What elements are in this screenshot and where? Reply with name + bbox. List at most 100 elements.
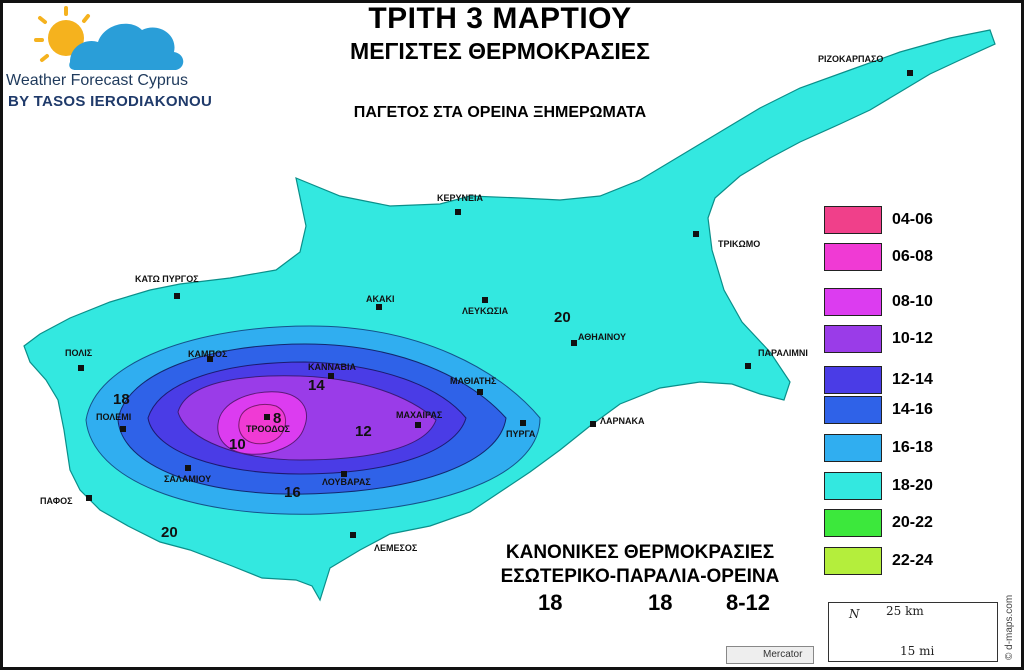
contour-label: 20 [554, 309, 571, 326]
normal-value-inland: 18 [538, 590, 563, 615]
city-marker-paralimni [745, 363, 751, 369]
city-label: ΚΑΤΩ ΠΥΡΓΟΣ [135, 274, 199, 284]
legend-label: 08-10 [892, 293, 933, 310]
city-label: ΛΟΥΒΑΡΑΣ [322, 477, 371, 487]
contour-label: 16 [284, 484, 301, 501]
legend-item: 12-14 [824, 366, 1004, 396]
legend-item: 14-16 [824, 396, 1004, 426]
city-marker-larnaca [590, 421, 596, 427]
logo-name: Weather Forecast Cyprus [6, 72, 188, 89]
contour-label: 10 [229, 436, 246, 453]
scale-mi-label: 15 mi [900, 644, 935, 658]
city-marker-nicosia [482, 297, 488, 303]
legend-swatch [824, 472, 882, 500]
legend-swatch [824, 288, 882, 316]
legend-label: 14-16 [892, 401, 933, 418]
city-marker-polis [78, 365, 84, 371]
city-marker-kampos [207, 356, 213, 362]
city-marker-machairas [415, 422, 421, 428]
city-label: ΛΕΥΚΩΣΙΑ [462, 306, 509, 316]
city-marker-mathiatis [477, 389, 483, 395]
legend-item: 04-06 [824, 206, 1004, 236]
contour-label: 18 [113, 391, 130, 408]
map-title: ΤΡΙΤΗ 3 ΜΑΡΤΙΟΥ [368, 2, 632, 35]
scale-box [828, 602, 998, 662]
city-label: ΚΑΜΠΟΣ [188, 349, 228, 359]
legend-label: 04-06 [892, 211, 933, 228]
city-label: ΠΟΛΙΣ [65, 348, 93, 358]
city-label: ΛΑΡΝΑΚΑ [600, 416, 645, 426]
legend-swatch [824, 325, 882, 353]
legend-label: 18-20 [892, 477, 933, 494]
legend-swatch [824, 206, 882, 234]
compass-north-label: N [849, 607, 860, 621]
map-credit: © d-maps.com [1004, 594, 1015, 660]
legend-swatch [824, 509, 882, 537]
city-label: ΜΑΘΙΑΤΗΣ [450, 376, 497, 386]
city-label: ΛΕΜΕΣΟΣ [374, 543, 418, 553]
city-marker-rizokarpaso [907, 70, 913, 76]
legend-swatch [824, 434, 882, 462]
city-marker-troodos [264, 414, 270, 420]
zone-06-08 [238, 404, 286, 445]
city-marker-kannavia [328, 373, 334, 379]
normal-temps-title: ΚΑΝΟΝΙΚΕΣ ΘΕΡΜΟΚΡΑΣΙΕΣ [505, 542, 775, 563]
legend-label: 10-12 [892, 330, 933, 347]
legend-label: 22-24 [892, 552, 933, 569]
city-marker-athienou [571, 340, 577, 346]
legend-item: 06-08 [824, 243, 1004, 273]
city-label: ΠΟΛΕΜΙ [96, 412, 131, 422]
projection-badge: Mercator [726, 646, 814, 664]
city-marker-pyrga [520, 420, 526, 426]
city-label: ΠΑΦΟΣ [40, 496, 73, 506]
legend-label: 20-22 [892, 514, 933, 531]
legend-item: 16-18 [824, 434, 1004, 464]
contour-label: 14 [308, 377, 325, 394]
normal-value-mountain: 8-12 [726, 590, 771, 615]
city-marker-louvaras [341, 471, 347, 477]
legend-item: 20-22 [824, 509, 1004, 539]
logo-byline: BY TASOS IERODIAKONOU [8, 93, 213, 110]
legend-swatch [824, 243, 882, 271]
city-label: ΑΚΑΚΙ [366, 294, 395, 304]
city-marker-limassol [350, 532, 356, 538]
city-marker-akaki [376, 304, 382, 310]
legend-item: 10-12 [824, 325, 1004, 355]
contour-label: 8 [273, 410, 281, 427]
city-label: ΣΑΛΑΜΙΟΥ [164, 474, 211, 484]
normal-temps-subtitle: ΕΣΩΤΕΡΙΚΟ-ΠΑΡΑΛΙΑ-ΟΡΕΙΝΑ [500, 566, 780, 587]
legend-swatch [824, 396, 882, 424]
city-label: ΠΥΡΓΑ [506, 429, 536, 439]
legend-item: 18-20 [824, 472, 1004, 502]
city-label: ΠΑΡΑΛΙΜΝΙ [758, 348, 808, 358]
logo-graphic [34, 6, 184, 71]
city-markers [78, 70, 913, 538]
projection-label: Mercator [763, 649, 803, 660]
normal-value-coast: 18 [648, 590, 673, 615]
city-marker-kato-pyrgos [174, 293, 180, 299]
legend-swatch [824, 547, 882, 575]
scale-km-label: 25 km [886, 604, 924, 618]
contour-label: 12 [355, 423, 372, 440]
contour-label: 20 [161, 524, 178, 541]
city-label: ΡΙΖΟΚΑΡΠΑΣΟ [818, 54, 883, 64]
legend-label: 16-18 [892, 439, 933, 456]
city-label: ΤΡΙΚΩΜΟ [718, 239, 760, 249]
city-label: ΜΑΧΑΙΡΑΣ [396, 410, 443, 420]
legend-swatch [824, 366, 882, 394]
city-marker-trikomo [693, 231, 699, 237]
city-marker-kyrenia [455, 209, 461, 215]
city-label: ΑΘΗΑΙΝΟΥ [578, 332, 626, 342]
city-marker-paphos [86, 495, 92, 501]
city-marker-polemi [120, 426, 126, 432]
legend-label: 06-08 [892, 248, 933, 265]
city-label: ΚΕΡΥΝΕΙΑ [437, 193, 484, 203]
city-label: ΚΑΝΝΑΒΙΑ [308, 362, 356, 372]
frost-warning: ΠΑΓΕΤΟΣ ΣΤΑ ΟΡΕΙΝΑ ΞΗΜΕΡΩΜΑΤΑ [353, 104, 647, 121]
legend-label: 12-14 [892, 371, 933, 388]
legend-item: 08-10 [824, 288, 1004, 318]
legend-item: 22-24 [824, 547, 1004, 577]
city-marker-salamiou [185, 465, 191, 471]
city-label: ΤΡΟΟΔΟΣ [246, 424, 290, 434]
